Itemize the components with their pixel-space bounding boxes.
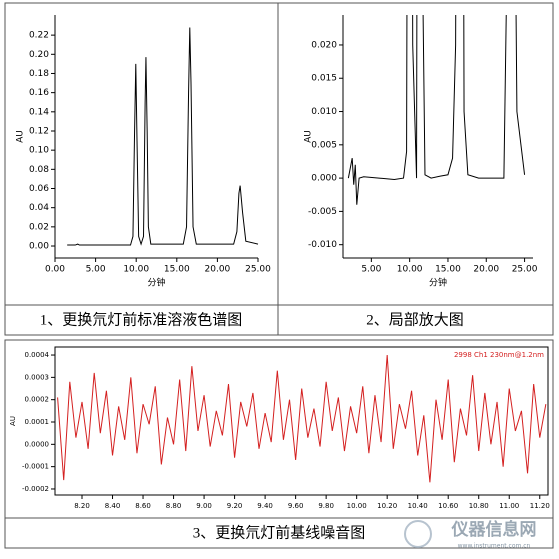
plot-frame (54, 346, 549, 496)
y-tick-label: 0.00 (29, 242, 49, 252)
y-tick-label: 0.005 (311, 140, 337, 150)
x-tick-label: 11.20 (530, 502, 550, 510)
x-tick-label: 10.20 (377, 502, 397, 510)
x-tick-label: 15.00 (164, 265, 190, 275)
logo (404, 520, 432, 548)
y-axis-label: AU (16, 130, 26, 143)
y-tick-label: 0.18 (29, 69, 49, 79)
watermark: 仪器信息网 (451, 519, 537, 540)
x-tick-label: 20.00 (473, 265, 499, 275)
x-tick-label: 8.60 (135, 502, 151, 510)
x-tick-label: 9.00 (196, 502, 212, 510)
x-tick-label: 10.60 (438, 502, 458, 510)
y-tick-label: 0.010 (311, 107, 337, 117)
y-axis-label: AU (9, 416, 17, 426)
x-tick-label: 9.20 (227, 502, 243, 510)
x-tick-label: 20.00 (205, 265, 231, 275)
y-tick-label: 0.22 (29, 31, 49, 41)
y-tick-label: 0.015 (311, 74, 337, 84)
cell (4, 517, 554, 549)
cell (4, 339, 554, 519)
x-tick-label: 9.40 (257, 502, 273, 510)
x-tick-label: 10.00 (397, 265, 423, 275)
y-tick-label: 0.020 (311, 40, 337, 50)
y-tick-label: 0.16 (29, 88, 49, 98)
series-line (347, 15, 526, 205)
y-tick-label: 0.000 (311, 174, 337, 184)
x-tick-label: 10.00 (123, 265, 149, 275)
y-tick-label: 0.20 (29, 50, 49, 60)
x-tick-label: 5.00 (86, 265, 106, 275)
y-tick-label: 0.06 (29, 184, 49, 194)
caption: 1、更换氘灯前标准溶液色谱图 (40, 311, 243, 328)
x-tick-label: 25.00 (512, 265, 538, 275)
caption: 2、局部放大图 (366, 311, 464, 328)
y-tick-label: 0.02 (29, 222, 49, 232)
x-axis-label: 分钟 (429, 277, 447, 289)
y-tick-label: 0.14 (29, 107, 49, 117)
series-line (57, 355, 547, 483)
y-tick-label: 0.0002 (25, 396, 50, 404)
x-tick-label: 0.00 (45, 265, 65, 275)
y-tick-label: 0.04 (29, 203, 49, 213)
x-tick-label: 9.80 (318, 502, 334, 510)
y-tick-label: -0.0001 (22, 463, 49, 471)
x-tick-label: 15.00 (435, 265, 461, 275)
x-tick-label: 10.80 (469, 502, 489, 510)
y-tick-label: -0.0002 (22, 485, 49, 493)
x-tick-label: 8.20 (74, 502, 90, 510)
x-tick-label: 25.00 (245, 265, 271, 275)
y-tick-label: 0.0000 (25, 440, 50, 448)
x-tick-label: 10.40 (408, 502, 428, 510)
legend-label: 2998 Ch1 230nm@1.2nm (454, 351, 544, 359)
x-axis-label: 分钟 (147, 277, 165, 289)
y-tick-label: 0.12 (29, 126, 49, 136)
y-tick-label: 0.10 (29, 146, 49, 156)
y-axis-label: AU (304, 130, 314, 143)
x-tick-label: 9.60 (288, 502, 304, 510)
cell (277, 304, 554, 336)
x-tick-label: 8.80 (166, 502, 182, 510)
x-tick-label: 5.00 (361, 265, 381, 275)
y-tick-label: 0.0004 (25, 351, 50, 359)
y-tick-label: 0.0001 (25, 418, 50, 426)
watermark-url: www.instrument.com.cn (458, 543, 531, 550)
y-tick-label: 0.08 (29, 165, 49, 175)
series-line (67, 27, 259, 246)
y-tick-label: -0.010 (308, 240, 337, 250)
x-tick-label: 8.40 (105, 502, 121, 510)
x-tick-label: 10.00 (347, 502, 367, 510)
y-tick-label: 0.0003 (25, 373, 50, 381)
y-tick-label: -0.005 (308, 207, 337, 217)
x-tick-label: 11.00 (499, 502, 519, 510)
caption: 3、更换氘灯前基线噪音图 (193, 524, 366, 541)
